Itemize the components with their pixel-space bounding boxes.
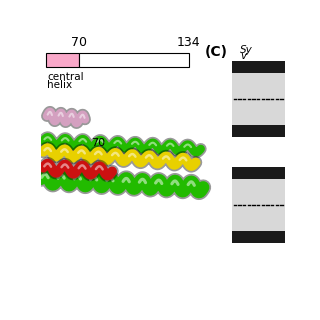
Text: central: central: [47, 72, 84, 82]
Text: 70: 70: [71, 36, 87, 50]
Bar: [232, 125, 285, 137]
Bar: [232, 166, 285, 179]
Text: v: v: [240, 51, 246, 61]
Bar: [232, 60, 285, 137]
Text: helix: helix: [47, 80, 72, 90]
Bar: [232, 60, 285, 73]
Bar: [46, 53, 79, 67]
Text: (C): (C): [205, 44, 228, 59]
Text: Sy: Sy: [240, 44, 253, 54]
Text: 134: 134: [177, 36, 200, 50]
Bar: [232, 166, 285, 243]
Bar: [232, 231, 285, 243]
Text: 70: 70: [91, 138, 105, 148]
Bar: [79, 53, 189, 67]
